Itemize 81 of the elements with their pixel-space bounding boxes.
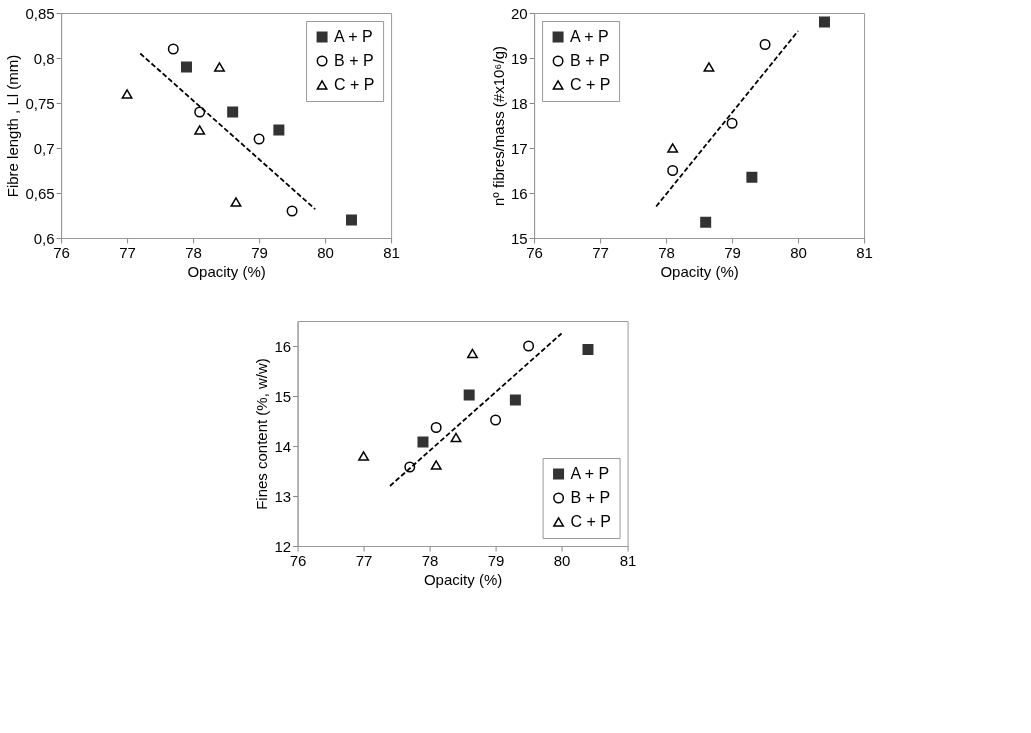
- x-tick-label: 81: [383, 243, 400, 261]
- point: [430, 460, 442, 470]
- point: [167, 43, 179, 55]
- x-tick-label: 76: [526, 243, 543, 261]
- legend-label: A + P: [570, 465, 610, 482]
- point: [509, 394, 521, 406]
- x-axis-title: Opacity (%): [660, 262, 739, 280]
- point: [227, 106, 239, 118]
- legend-label: A + P: [334, 28, 373, 45]
- x-tick-label: 80: [790, 243, 807, 261]
- point: [430, 422, 442, 433]
- y-tick-label: 16: [510, 184, 528, 202]
- point: [582, 344, 594, 355]
- x-tick-label: 79: [251, 243, 268, 261]
- legend-label: C + P: [334, 76, 375, 93]
- point: [345, 214, 357, 226]
- y-tick-label: 13: [274, 487, 292, 505]
- y-tick-label: 0,85: [25, 4, 55, 22]
- x-tick-label: 78: [658, 243, 675, 261]
- y-tick-label: 18: [510, 94, 528, 112]
- y-tick-label: 16: [274, 337, 292, 355]
- point: [450, 432, 462, 443]
- legend-label: B + P: [570, 52, 610, 69]
- x-axis-title: Opacity (%): [187, 262, 266, 280]
- x-tick-label: 78: [421, 551, 439, 569]
- x-tick-label: 76: [53, 243, 70, 261]
- y-tick-label: 19: [510, 49, 528, 67]
- x-tick-label: 81: [619, 551, 637, 569]
- point: [180, 61, 192, 73]
- legend-label: A + P: [570, 28, 609, 45]
- point: [700, 216, 712, 228]
- y-tick-label: 0,8: [33, 49, 55, 67]
- point: [213, 62, 225, 72]
- point: [746, 171, 758, 183]
- x-axis-title: Opacity (%): [423, 570, 503, 588]
- point: [286, 205, 298, 217]
- point: [463, 389, 475, 401]
- x-tick-label: 80: [317, 243, 334, 261]
- x-tick-label: 79: [487, 551, 505, 569]
- y-tick-label: 17: [510, 139, 528, 157]
- legend-label: B + P: [334, 52, 374, 69]
- x-tick-label: 77: [592, 243, 609, 261]
- x-tick-label: 77: [355, 551, 373, 569]
- x-tick-label: 81: [856, 243, 873, 261]
- point: [759, 39, 771, 50]
- point: [703, 62, 715, 72]
- point: [726, 117, 738, 129]
- y-tick-label: 0,75: [25, 94, 55, 112]
- y-axis-title: Fines content (%, w/w): [253, 358, 271, 510]
- point: [667, 165, 679, 176]
- legend-label: C + P: [570, 76, 611, 93]
- y-tick-label: 15: [510, 229, 528, 247]
- x-tick-label: 77: [119, 243, 136, 261]
- y-tick-label: 0,6: [33, 229, 55, 247]
- point: [194, 125, 206, 135]
- point: [466, 348, 478, 359]
- x-tick-label: 80: [553, 551, 571, 569]
- y-tick-label: 20: [510, 4, 528, 22]
- x-tick-label: 78: [185, 243, 202, 261]
- point: [417, 436, 429, 448]
- y-tick-label: 0,65: [25, 184, 55, 202]
- point: [121, 89, 133, 99]
- x-tick-label: 79: [724, 243, 741, 261]
- y-tick-label: 14: [274, 437, 292, 455]
- point: [194, 106, 206, 118]
- legend-label: B + P: [570, 489, 611, 506]
- point: [523, 340, 535, 352]
- point: [667, 143, 679, 153]
- point: [273, 124, 285, 136]
- y-axis-title: nº fibres/mass (#x10⁶/g): [489, 45, 507, 207]
- legend-label: C + P: [570, 513, 612, 530]
- y-tick-label: 0,7: [33, 139, 55, 157]
- point: [358, 451, 370, 461]
- point: [230, 197, 242, 207]
- y-tick-label: 12: [274, 537, 292, 555]
- point: [253, 133, 265, 145]
- y-axis-title: Fibre length , Ll (mm): [4, 54, 22, 198]
- x-tick-label: 76: [289, 551, 307, 569]
- point: [490, 414, 502, 426]
- point: [818, 16, 830, 28]
- y-tick-label: 15: [274, 387, 292, 405]
